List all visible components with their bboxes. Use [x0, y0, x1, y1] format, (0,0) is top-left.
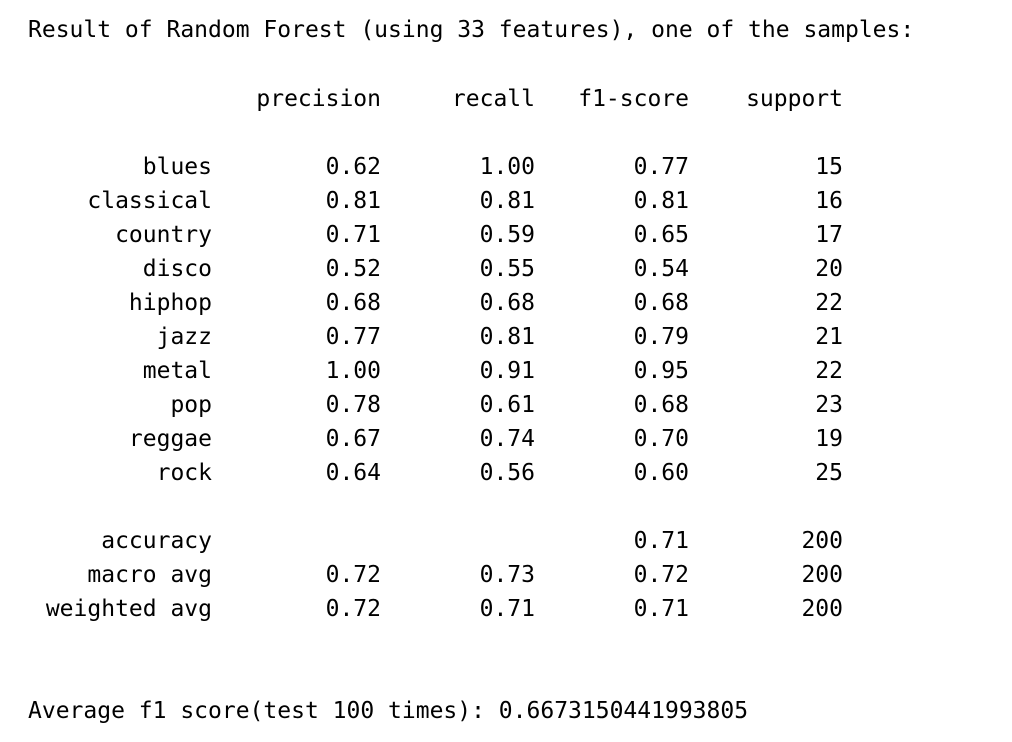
f1-score-value: 0.60 [633, 460, 689, 486]
row-label: hiphop [128, 290, 212, 316]
row-label: jazz [156, 324, 212, 350]
support-value: 25 [815, 460, 843, 486]
recall-value: 0.81 [479, 324, 535, 350]
support-value: 17 [815, 222, 843, 248]
row-label: macro avg [87, 562, 212, 588]
row-label: reggae [128, 426, 212, 452]
row-label: accuracy [101, 528, 212, 554]
support-value: 22 [815, 358, 843, 384]
column-header-support: support [746, 86, 843, 112]
average-f1-score-line: Average f1 score(test 100 times): 0.6673… [28, 698, 749, 724]
support-value: 16 [815, 188, 843, 214]
recall-value: 0.91 [479, 358, 535, 384]
column-header-precision: precision [256, 86, 381, 112]
f1-score-value: 0.68 [633, 290, 689, 316]
column-header-recall: recall [451, 86, 535, 112]
row-label: metal [142, 358, 212, 384]
precision-value: 1.00 [325, 358, 381, 384]
precision-value: 0.52 [325, 256, 381, 282]
f1-score-value: 0.81 [633, 188, 689, 214]
row-label: blues [142, 154, 212, 180]
support-value: 200 [801, 528, 843, 554]
precision-value: 0.72 [325, 596, 381, 622]
recall-value: 0.71 [479, 596, 535, 622]
recall-value: 0.68 [479, 290, 535, 316]
support-value: 15 [815, 154, 843, 180]
f1-score-value: 0.77 [633, 154, 689, 180]
report-header: Result of Random Forest (using 33 featur… [28, 17, 915, 43]
recall-value: 0.59 [479, 222, 535, 248]
support-value: 19 [815, 426, 843, 452]
f1-score-value: 0.71 [633, 528, 689, 554]
recall-value: 0.56 [479, 460, 535, 486]
f1-score-value: 0.54 [633, 256, 689, 282]
f1-score-value: 0.95 [633, 358, 689, 384]
support-value: 21 [815, 324, 843, 350]
f1-score-value: 0.70 [633, 426, 689, 452]
support-value: 23 [815, 392, 843, 418]
f1-score-value: 0.71 [633, 596, 689, 622]
row-label: classical [87, 188, 212, 214]
f1-score-value: 0.65 [633, 222, 689, 248]
support-value: 200 [801, 562, 843, 588]
precision-value: 0.68 [325, 290, 381, 316]
precision-value: 0.78 [325, 392, 381, 418]
recall-value: 0.81 [479, 188, 535, 214]
precision-value: 0.77 [325, 324, 381, 350]
row-label: pop [170, 392, 212, 418]
precision-value: 0.81 [325, 188, 381, 214]
precision-value: 0.62 [325, 154, 381, 180]
precision-value: 0.67 [325, 426, 381, 452]
precision-value: 0.72 [325, 562, 381, 588]
row-label: country [115, 222, 212, 248]
recall-value: 0.61 [479, 392, 535, 418]
recall-value: 0.73 [479, 562, 535, 588]
row-label: weighted avg [45, 596, 212, 622]
recall-value: 1.00 [479, 154, 535, 180]
row-label: rock [156, 460, 212, 486]
f1-score-value: 0.72 [633, 562, 689, 588]
support-value: 200 [801, 596, 843, 622]
column-header-f1-score: f1-score [578, 86, 689, 112]
precision-value: 0.64 [325, 460, 381, 486]
precision-value: 0.71 [325, 222, 381, 248]
recall-value: 0.74 [479, 426, 535, 452]
row-label: disco [142, 256, 212, 282]
f1-score-value: 0.79 [633, 324, 689, 350]
support-value: 20 [815, 256, 843, 282]
support-value: 22 [815, 290, 843, 316]
recall-value: 0.55 [479, 256, 535, 282]
f1-score-value: 0.68 [633, 392, 689, 418]
